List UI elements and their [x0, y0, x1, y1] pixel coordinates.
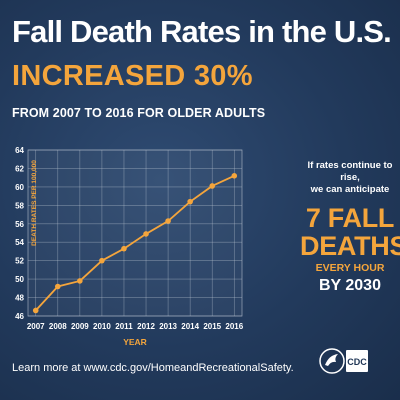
- hhs-eagle-icon: [319, 348, 345, 374]
- projection-big-line2: DEATHS: [300, 231, 400, 261]
- x-tick-label: 2009: [71, 322, 89, 331]
- plot-frame: [27, 149, 243, 317]
- series-line: [35, 175, 235, 312]
- y-tick-label: 50: [15, 275, 24, 284]
- plot-area: [28, 150, 242, 316]
- learn-more-link[interactable]: Learn more at www.cdc.gov/HomeandRecreat…: [12, 362, 294, 374]
- projection-every-hour: EVERY HOUR: [315, 262, 385, 274]
- y-tick-label: 64: [15, 146, 24, 155]
- y-tick-label: 60: [15, 183, 24, 192]
- data-point: [143, 231, 149, 237]
- cdc-logo-text: CDC: [347, 357, 367, 367]
- projection-condition-line1: If rates continue to rise,: [307, 160, 393, 183]
- y-axis-label: DEATH RATES PER 100,000: [31, 160, 38, 246]
- data-point: [209, 183, 216, 189]
- x-tick-label: 2016: [225, 322, 243, 331]
- data-point: [231, 173, 238, 179]
- data-point: [99, 257, 105, 264]
- projection-year: BY 2030: [319, 277, 381, 294]
- x-tick-label: 2010: [93, 322, 111, 331]
- projection-big-line1: 7 FALL: [305, 203, 395, 233]
- headline-increase: INCREASED 30%: [12, 60, 253, 92]
- data-point: [32, 307, 39, 314]
- data-point: [77, 278, 83, 284]
- data-point: [121, 245, 127, 252]
- data-point: [165, 218, 171, 224]
- x-tick-label: 2011: [115, 322, 133, 331]
- projection-condition-line2: we can anticipate: [310, 184, 390, 195]
- y-tick-label: 52: [15, 257, 24, 266]
- y-tick-label: 54: [15, 238, 24, 247]
- data-point: [187, 198, 193, 205]
- x-tick-label: 2007: [27, 322, 45, 331]
- y-tick-label: 46: [15, 312, 24, 321]
- cdc-logo-box: [346, 350, 368, 372]
- y-tick-label: 62: [15, 164, 24, 173]
- data-point: [54, 283, 61, 290]
- y-tick-label: 58: [15, 201, 24, 210]
- date-range-caption: FROM 2007 TO 2016 FOR OLDER ADULTS: [12, 106, 266, 120]
- x-tick-label: 2008: [49, 322, 67, 331]
- headline-title: Fall Death Rates in the U.S.: [12, 14, 392, 49]
- x-tick-label: 2014: [181, 322, 199, 331]
- x-tick-label: 2012: [137, 322, 155, 331]
- projection-panel: If rates continue to rise, we can antici…: [300, 160, 400, 295]
- fall-death-rate-chart: 46 48 50 52 54 56 58 60 62 64 2007 2008 2009 2010 2011…: [15, 146, 244, 347]
- y-tick-label: 48: [15, 294, 24, 303]
- hhs-cdc-logo: CDC: [319, 348, 368, 374]
- x-axis-label: YEAR: [123, 337, 147, 347]
- y-tick-label: 56: [15, 220, 24, 229]
- x-tick-label: 2013: [159, 322, 177, 331]
- x-tick-label: 2015: [203, 322, 221, 331]
